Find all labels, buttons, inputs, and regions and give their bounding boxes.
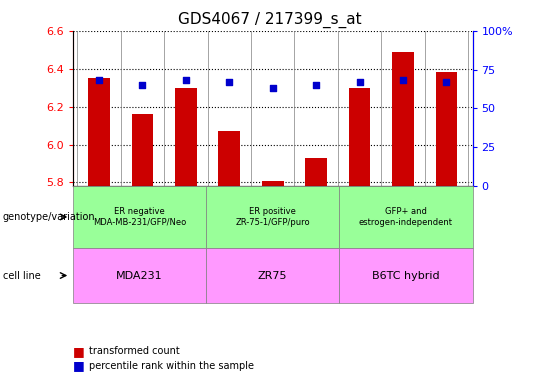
Text: GDS4067 / 217399_s_at: GDS4067 / 217399_s_at <box>178 12 362 28</box>
Text: genotype/variation: genotype/variation <box>3 212 96 222</box>
Point <box>225 79 234 85</box>
Point <box>138 82 147 88</box>
Text: ER positive
ZR-75-1/GFP/puro: ER positive ZR-75-1/GFP/puro <box>235 207 310 227</box>
Text: cell line: cell line <box>3 270 40 281</box>
Bar <box>305 158 327 186</box>
Text: GFP+ and
estrogen-independent: GFP+ and estrogen-independent <box>359 207 453 227</box>
Text: ■: ■ <box>73 345 85 358</box>
Bar <box>175 88 197 186</box>
Text: percentile rank within the sample: percentile rank within the sample <box>89 361 254 371</box>
Point <box>268 85 277 91</box>
Point <box>94 78 103 84</box>
Text: ZR75: ZR75 <box>258 270 287 281</box>
Bar <box>88 78 110 186</box>
Bar <box>132 114 153 186</box>
Point <box>399 78 407 84</box>
Text: MDA231: MDA231 <box>116 270 163 281</box>
Text: ■: ■ <box>73 359 85 372</box>
Point <box>442 79 451 85</box>
Text: B6TC hybrid: B6TC hybrid <box>372 270 440 281</box>
Point <box>312 82 320 88</box>
Bar <box>262 180 284 186</box>
Bar <box>436 73 457 186</box>
Bar <box>392 51 414 186</box>
Bar <box>349 88 370 186</box>
Text: ER negative
MDA-MB-231/GFP/Neo: ER negative MDA-MB-231/GFP/Neo <box>93 207 186 227</box>
Bar <box>218 131 240 186</box>
Point <box>355 79 364 85</box>
Point <box>181 78 190 84</box>
Text: transformed count: transformed count <box>89 346 180 356</box>
